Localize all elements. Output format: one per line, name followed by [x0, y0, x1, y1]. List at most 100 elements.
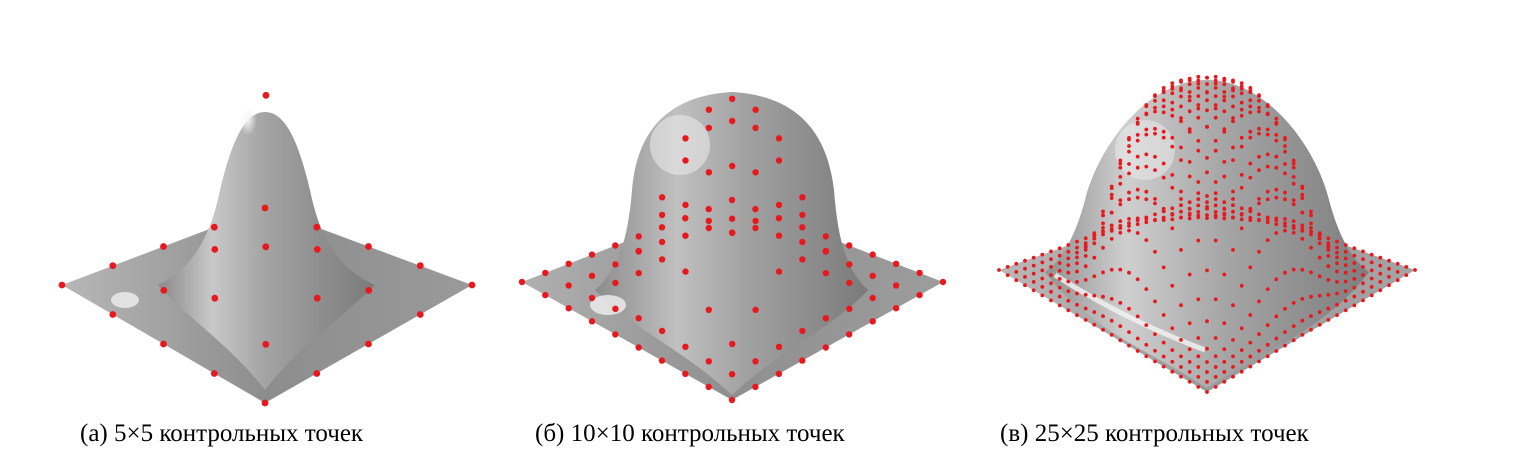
control-point	[1222, 206, 1227, 211]
control-point	[1257, 109, 1261, 114]
control-point	[1378, 255, 1383, 260]
control-point	[1118, 230, 1123, 235]
control-point	[1239, 144, 1244, 149]
control-point	[1092, 236, 1097, 241]
control-point	[1248, 88, 1253, 93]
control-point	[1135, 133, 1140, 137]
control-point	[588, 294, 596, 302]
control-point	[705, 358, 712, 365]
control-point	[1213, 103, 1218, 107]
control-point	[1378, 263, 1383, 268]
control-point	[160, 287, 168, 294]
control-point	[1326, 264, 1331, 269]
control-point	[1196, 197, 1201, 202]
control-point	[1179, 189, 1183, 194]
control-point	[1265, 238, 1270, 243]
control-point	[1005, 273, 1010, 277]
control-point	[1335, 239, 1339, 244]
control-point	[1248, 340, 1253, 345]
control-point	[1326, 236, 1331, 241]
control-point	[1161, 354, 1166, 359]
control-point	[1187, 379, 1192, 384]
control-point	[1378, 288, 1383, 293]
control-point	[1118, 198, 1123, 203]
control-point	[1352, 246, 1357, 251]
control-point	[1317, 233, 1322, 237]
control-point	[1274, 133, 1279, 137]
control-point	[1239, 226, 1244, 231]
control-point	[1239, 107, 1244, 112]
control-point	[1057, 285, 1062, 290]
control-point	[1283, 162, 1287, 166]
control-point	[916, 291, 923, 299]
control-point	[1274, 218, 1279, 223]
control-point	[612, 261, 619, 268]
control-point	[1109, 318, 1114, 323]
control-point	[1092, 233, 1097, 237]
control-point	[1075, 269, 1079, 274]
control-point	[635, 269, 642, 277]
control-point	[1265, 132, 1270, 137]
control-point	[1231, 78, 1235, 83]
control-point	[261, 399, 269, 407]
control-point	[1196, 191, 1201, 196]
control-point	[1083, 248, 1088, 252]
control-point	[1309, 225, 1313, 230]
control-point	[1309, 213, 1313, 218]
control-point	[1283, 343, 1287, 348]
control-point	[1196, 365, 1201, 369]
control-point	[58, 281, 66, 289]
control-point	[1118, 267, 1123, 272]
control-point	[1317, 255, 1322, 260]
control-point	[612, 242, 619, 249]
control-point	[1222, 82, 1227, 87]
control-point	[565, 305, 572, 312]
control-point	[1300, 226, 1305, 231]
control-point	[1179, 104, 1183, 109]
control-point	[1395, 270, 1400, 274]
control-point	[1023, 275, 1027, 279]
control-point	[1187, 94, 1192, 99]
control-point	[1300, 237, 1305, 241]
control-point	[1161, 340, 1166, 345]
control-point	[1378, 271, 1383, 276]
control-point	[1170, 359, 1175, 364]
control-point	[1335, 291, 1339, 296]
control-point	[160, 243, 167, 250]
control-point	[1179, 197, 1183, 201]
control-point	[822, 344, 829, 351]
control-point	[1283, 217, 1287, 221]
control-point	[1023, 283, 1027, 288]
control-point	[1023, 258, 1027, 263]
control-points-10x10	[518, 95, 947, 404]
control-point	[658, 211, 666, 219]
control-point	[1257, 126, 1261, 131]
control-point	[1101, 232, 1105, 237]
control-point	[775, 268, 783, 275]
control-point	[635, 315, 642, 322]
control-point	[1075, 291, 1079, 296]
control-point	[262, 243, 270, 251]
control-point	[1283, 197, 1287, 202]
control-point	[1265, 197, 1270, 202]
control-point	[1205, 360, 1209, 364]
control-point	[1040, 285, 1045, 289]
control-point	[1127, 217, 1131, 221]
control-point	[1265, 323, 1270, 327]
control-point	[1231, 354, 1235, 359]
control-point	[1170, 212, 1175, 217]
control-point	[1213, 86, 1218, 90]
control-point	[1101, 213, 1105, 218]
control-point	[1369, 276, 1374, 281]
control-point	[1014, 270, 1019, 274]
control-point	[1283, 270, 1287, 275]
control-point	[1248, 135, 1253, 140]
control-point	[846, 331, 853, 338]
control-point	[1257, 201, 1261, 206]
control-point	[775, 232, 783, 239]
control-point	[799, 211, 806, 219]
control-point	[682, 370, 689, 377]
control-point	[1135, 122, 1140, 126]
control-point	[1187, 127, 1192, 132]
control-point	[1144, 323, 1149, 327]
